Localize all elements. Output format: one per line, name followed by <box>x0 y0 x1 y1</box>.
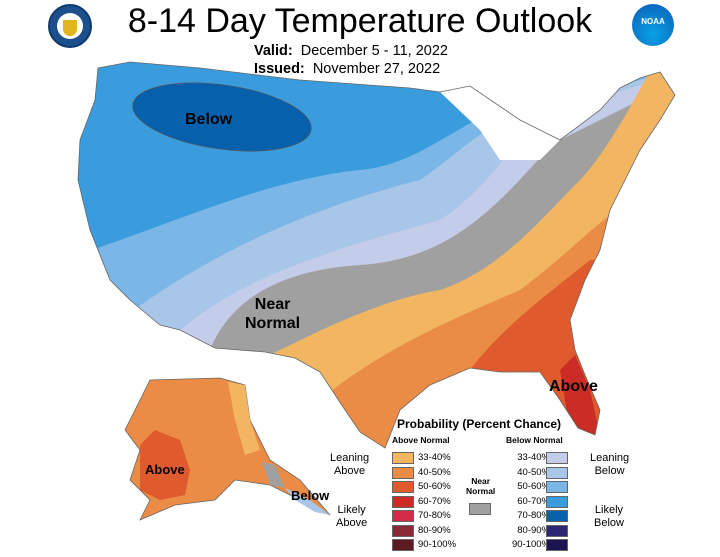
legend-above-swatch <box>392 525 414 537</box>
legend-above-range: 70-80% <box>418 510 451 521</box>
legend-below-range: 80-90% <box>517 525 550 536</box>
legend-below-range: 33-40% <box>517 452 550 463</box>
map-label-alaska-above: Above <box>145 462 185 477</box>
leaning-above-label: Leaning Above <box>330 452 370 477</box>
legend-below-header: Below Normal <box>506 435 563 445</box>
legend-below-swatch <box>546 452 568 464</box>
noaa-logo: NOAA <box>632 4 674 46</box>
map-label-below: Below <box>185 111 233 128</box>
leaning-below-label: Leaning Below <box>590 452 630 477</box>
legend-above-range: 33-40% <box>418 452 451 463</box>
commerce-seal-logo <box>48 4 92 48</box>
likely-below-label: Likely Below <box>594 504 624 529</box>
legend-below-range: 40-50% <box>517 467 550 478</box>
legend-above-header: Above Normal <box>392 435 450 445</box>
alaska <box>124 377 331 521</box>
near-normal-swatch <box>469 503 491 515</box>
likely-above-label: Likely Above <box>336 504 368 529</box>
valid-dates: Valid: December 5 - 11, 2022 <box>254 43 448 59</box>
legend-above-swatch <box>392 452 414 464</box>
legend-above-swatch <box>392 496 414 508</box>
legend-title: Probability (Percent Chance) <box>397 417 562 431</box>
legend-below-swatch <box>546 496 568 508</box>
legend-below-range: 70-80% <box>517 510 550 521</box>
map-label-above: Above <box>549 378 598 395</box>
legend-above-range: 60-70% <box>418 496 451 507</box>
legend-above-swatch <box>392 510 414 522</box>
legend-above-swatch <box>392 539 414 551</box>
legend-above-swatch <box>392 481 414 493</box>
issued-date: Issued: November 27, 2022 <box>254 61 441 77</box>
legend-above-range: 50-60% <box>418 481 451 492</box>
legend-below-swatch <box>546 510 568 522</box>
map-label-near-normal: Near Normal <box>245 296 301 332</box>
legend-above-swatch <box>392 467 414 479</box>
legend-below-swatch <box>546 539 568 551</box>
legend-below-swatch <box>546 481 568 493</box>
near-normal-label: Near Normal <box>466 476 496 496</box>
map-label-alaska-below: Below <box>291 488 330 503</box>
legend-above-range: 40-50% <box>418 467 451 478</box>
legend-below-range: 60-70% <box>517 496 550 507</box>
legend-above-range: 90-100% <box>418 539 457 550</box>
legend-below-swatch <box>546 467 568 479</box>
below-70-region <box>132 82 312 152</box>
legend-below-range: 50-60% <box>517 481 550 492</box>
legend-above-range: 80-90% <box>418 525 451 536</box>
great-lakes <box>440 86 560 160</box>
legend-below-swatch <box>546 525 568 537</box>
page-title: 8-14 Day Temperature Outlook <box>127 2 593 40</box>
legend-below-range: 90-100% <box>511 539 550 550</box>
